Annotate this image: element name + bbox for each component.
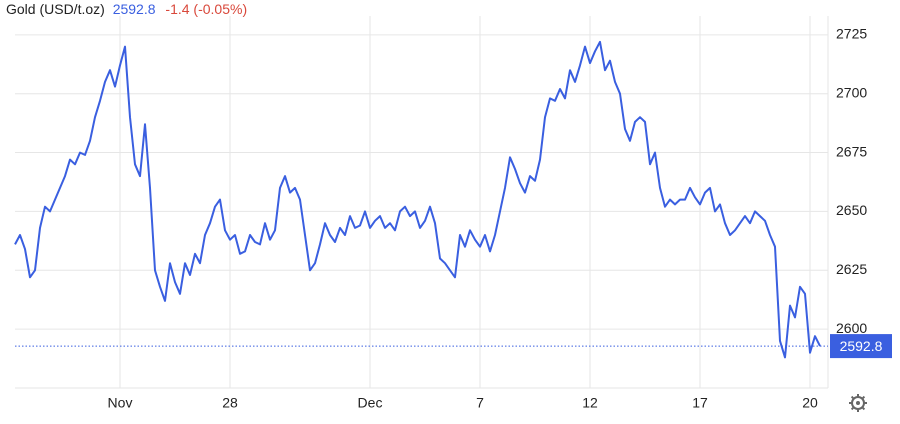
x-tick-label: 17 bbox=[692, 395, 708, 411]
x-tick-label: Dec bbox=[358, 395, 383, 411]
gear-teeth bbox=[849, 394, 867, 412]
gear-center bbox=[856, 401, 860, 405]
x-tick-label: 7 bbox=[476, 395, 484, 411]
x-tick-label: 12 bbox=[582, 395, 598, 411]
y-tick-label: 2675 bbox=[836, 143, 867, 159]
y-tick-label: 2600 bbox=[836, 320, 867, 336]
x-tick-label: Nov bbox=[108, 395, 133, 411]
x-tick-label: 28 bbox=[222, 395, 238, 411]
last-price-tag bbox=[830, 334, 892, 359]
x-tick-label: 20 bbox=[802, 395, 818, 411]
y-tick-label: 2650 bbox=[836, 202, 867, 218]
chart-title: Gold (USD/t.oz) bbox=[6, 1, 105, 17]
y-tick-label: 2625 bbox=[836, 261, 867, 277]
last-price: 2592.8 bbox=[113, 1, 156, 17]
y-tick-label: 2700 bbox=[836, 84, 867, 100]
y-tick-label: 2725 bbox=[836, 26, 867, 42]
price-change: -1.4 (-0.05%) bbox=[165, 1, 247, 17]
last-price-tag-label: 2592.8 bbox=[840, 338, 883, 354]
settings-icon[interactable] bbox=[849, 394, 867, 412]
price-line bbox=[14, 40, 821, 359]
header: Gold (USD/t.oz) 2592.8 -1.4 (-0.05%) bbox=[6, 1, 247, 17]
